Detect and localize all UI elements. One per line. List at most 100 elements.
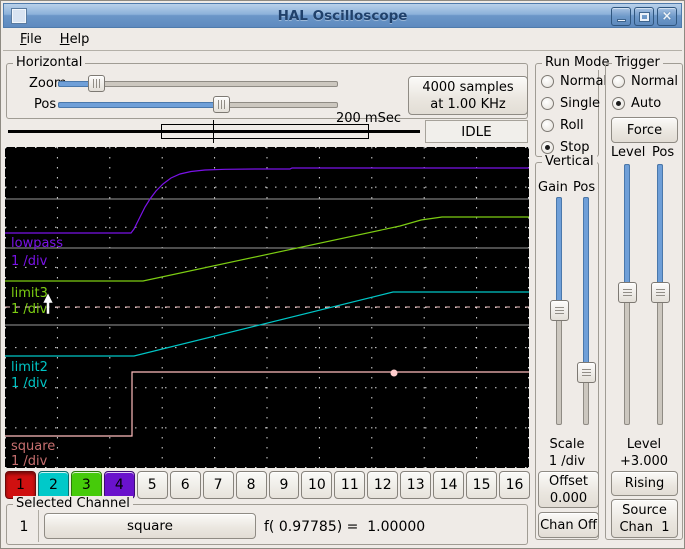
channel-button-7[interactable]: 7 xyxy=(202,471,234,499)
close-icon: × xyxy=(661,9,673,24)
minimize-icon xyxy=(616,19,626,22)
channel-button-5[interactable]: 5 xyxy=(136,471,168,499)
record-trigger-mark xyxy=(213,120,214,143)
channel-readout: f( 0.97785) = 1.00000 xyxy=(264,518,426,535)
channel-button-16[interactable]: 16 xyxy=(499,471,530,499)
maximize-icon xyxy=(639,12,649,21)
run-mode-group-label: Run Mode xyxy=(542,55,613,70)
radio-label: Single xyxy=(560,95,600,111)
vertical-group-label: Vertical xyxy=(542,154,597,169)
menu-item-file[interactable]: File xyxy=(20,31,42,47)
menu-item-help[interactable]: Help xyxy=(59,31,90,47)
vertical-pos-column-label: Pos xyxy=(573,180,596,195)
menubar: File Help xyxy=(3,28,682,51)
pos-label: Pos xyxy=(34,97,57,112)
channel-button-2[interactable]: 2 xyxy=(37,471,69,499)
source-button[interactable]: Source Chan 1 xyxy=(611,499,678,538)
trigger-pos-slider-handle[interactable] xyxy=(651,282,670,303)
trigger-auto[interactable]: Auto xyxy=(612,92,678,114)
trigger-group-label: Trigger xyxy=(612,55,663,70)
mouse-cursor-icon xyxy=(42,292,54,315)
radio-icon xyxy=(612,96,625,110)
offset-button[interactable]: Offset 0.000 xyxy=(538,471,599,508)
minimize-button[interactable] xyxy=(611,7,631,26)
channel-button-12[interactable]: 12 xyxy=(367,471,399,499)
zoom-label: Zoom xyxy=(29,76,67,91)
pos-slider-fill xyxy=(58,102,222,108)
run-mode-group: Run Mode xyxy=(535,55,613,157)
scale-caption: Scale xyxy=(549,437,585,452)
trigger-level-slider-handle[interactable] xyxy=(618,282,637,303)
vertical-pos-slider-fill xyxy=(583,197,589,365)
radio-icon xyxy=(541,96,554,110)
titlebar[interactable]: HAL Oscilloscope × xyxy=(3,3,682,28)
selected-channel-number: 1 xyxy=(19,518,29,535)
trace-scale-limit3: 1 /div xyxy=(11,302,48,317)
vertical-pos-slider-handle[interactable] xyxy=(577,362,596,383)
horizontal-group-label: Horizontal xyxy=(13,55,86,70)
trigger-pos-column-label: Pos xyxy=(652,145,675,160)
radio-icon xyxy=(541,118,554,132)
level-value: +3.000 xyxy=(619,454,669,469)
trace-label-square: square xyxy=(11,439,55,454)
gain-slider-handle[interactable] xyxy=(550,300,569,321)
trace-square xyxy=(5,371,529,437)
run-mode-normal[interactable]: Normal xyxy=(541,70,607,92)
vertical-group: Vertical xyxy=(535,154,599,540)
channel-button-10[interactable]: 10 xyxy=(301,471,333,499)
trigger-group: Trigger xyxy=(605,55,683,540)
scope-display[interactable]: lowpass 1 /div limit3 1 /div limit2 1 /div squ… xyxy=(5,147,529,469)
radio-icon xyxy=(541,140,554,154)
run-mode-options: Normal Single Roll Stop xyxy=(541,70,607,158)
channel-button-4[interactable]: 4 xyxy=(103,471,135,499)
gain-column-label: Gain xyxy=(538,180,568,195)
trace-label-limit2: limit2 xyxy=(11,360,48,375)
trace-limit2 xyxy=(5,291,529,357)
radio-icon xyxy=(612,74,625,88)
chan-off-button[interactable]: Chan Off xyxy=(538,512,599,538)
rising-button[interactable]: Rising xyxy=(611,471,678,496)
channel-button-6[interactable]: 6 xyxy=(169,471,201,499)
horizontal-group: Horizontal xyxy=(6,55,528,119)
channel-button-1[interactable]: 1 xyxy=(5,471,36,499)
radio-label: Roll xyxy=(560,117,584,133)
run-mode-stop[interactable]: Stop xyxy=(541,136,607,158)
channel-button-9[interactable]: 9 xyxy=(268,471,300,499)
trigger-options: Normal Auto xyxy=(612,70,678,114)
channel-button-13[interactable]: 13 xyxy=(400,471,432,499)
channel-button-15[interactable]: 15 xyxy=(466,471,498,499)
selected-channel-group: Selected Channel xyxy=(6,496,528,545)
close-button[interactable]: × xyxy=(657,7,677,26)
maximize-button[interactable] xyxy=(634,7,654,26)
channel-button-11[interactable]: 11 xyxy=(334,471,366,499)
record-view-box[interactable] xyxy=(161,124,369,139)
channel-button-3[interactable]: 3 xyxy=(70,471,102,499)
run-mode-single[interactable]: Single xyxy=(541,92,607,114)
channel-button-14[interactable]: 14 xyxy=(433,471,465,499)
zoom-slider-handle[interactable] xyxy=(88,75,105,92)
trigger-level-slider-fill xyxy=(624,164,630,286)
radio-label: Normal xyxy=(560,73,608,89)
force-button[interactable]: Force xyxy=(611,117,678,143)
trace-label-lowpass: lowpass xyxy=(11,236,63,251)
radio-label: Stop xyxy=(560,139,590,155)
run-mode-roll[interactable]: Roll xyxy=(541,114,607,136)
selected-channel-divider xyxy=(38,510,39,542)
channel-name-button[interactable]: square xyxy=(44,513,256,539)
pos-slider-handle[interactable] xyxy=(213,96,230,113)
level-caption: Level xyxy=(626,437,662,452)
gain-slider-fill xyxy=(556,197,562,303)
trigger-point-marker xyxy=(390,369,398,377)
trigger-normal[interactable]: Normal xyxy=(612,70,678,92)
record-full-bar xyxy=(8,130,420,133)
channel-row: 1 2 3 4 5 6 7 8 9 10 11 12 13 14 15 16 xyxy=(5,471,530,499)
trace-scale-lowpass: 1 /div xyxy=(11,254,48,269)
channel-button-8[interactable]: 8 xyxy=(235,471,267,499)
samples-button[interactable]: 4000 samples at 1.00 KHz xyxy=(408,76,528,115)
radio-icon xyxy=(541,74,554,88)
radio-label: Normal xyxy=(631,73,679,89)
radio-label: Auto xyxy=(631,95,662,111)
trace-limit3 xyxy=(5,216,529,282)
